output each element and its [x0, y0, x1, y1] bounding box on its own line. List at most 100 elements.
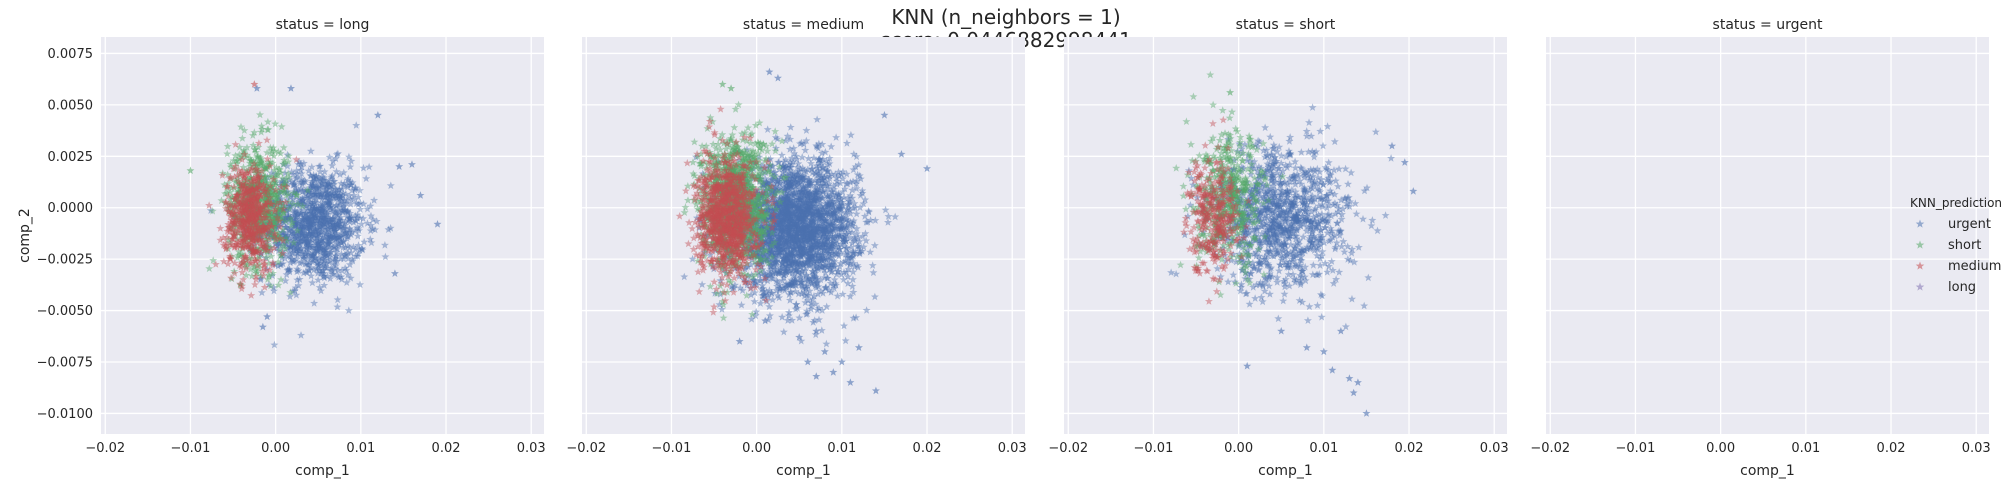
data-point-urgent [771, 133, 780, 141]
data-point-urgent [793, 203, 802, 211]
data-point-urgent [830, 199, 839, 207]
data-point-short [225, 199, 234, 208]
data-point-short [223, 203, 232, 212]
data-point-urgent [783, 255, 792, 264]
data-point-urgent [801, 227, 810, 236]
data-point-urgent [820, 243, 829, 251]
data-point-medium [251, 234, 260, 243]
data-point-urgent [268, 202, 277, 211]
data-point-urgent [832, 215, 840, 224]
data-point-urgent [838, 167, 847, 176]
data-point-urgent [309, 173, 318, 182]
data-point-urgent [775, 194, 784, 202]
data-point-urgent [798, 238, 807, 246]
data-point-urgent [777, 227, 786, 236]
data-point-urgent [798, 188, 807, 197]
data-point-urgent [743, 215, 752, 224]
data-point-urgent [793, 163, 802, 171]
data-point-urgent [710, 214, 719, 223]
data-point-urgent [781, 163, 790, 171]
data-point-urgent [295, 259, 304, 267]
data-point-urgent [285, 267, 294, 276]
data-point-urgent [783, 173, 792, 182]
data-point-urgent [747, 244, 756, 253]
data-point-short [259, 194, 268, 203]
data-point-urgent [269, 200, 278, 209]
data-point-short [263, 193, 272, 201]
data-point-urgent [840, 193, 848, 201]
data-point-medium [226, 255, 235, 263]
data-point-urgent [353, 232, 362, 240]
data-point-short [252, 235, 261, 243]
data-point-urgent [808, 229, 817, 237]
data-point-short [254, 229, 263, 238]
data-point-urgent [792, 229, 801, 237]
data-point-urgent [759, 251, 768, 259]
data-point-urgent [300, 199, 308, 208]
data-point-urgent [770, 222, 779, 231]
data-point-short [258, 209, 267, 217]
data-point-short [254, 222, 263, 230]
data-point-urgent [787, 153, 796, 162]
data-point-urgent [736, 187, 744, 196]
data-point-urgent [862, 236, 871, 245]
data-point-urgent [837, 214, 846, 223]
data-point-urgent [317, 195, 326, 203]
data-point-urgent [320, 248, 329, 256]
data-point-urgent [320, 204, 329, 213]
data-point-medium [251, 280, 259, 289]
data-point-medium [243, 240, 252, 248]
data-point-urgent [797, 206, 806, 215]
data-point-urgent [787, 177, 796, 186]
data-point-urgent [692, 152, 700, 161]
data-point-urgent [293, 251, 302, 259]
data-point-urgent [790, 180, 799, 188]
data-point-urgent [305, 217, 314, 225]
data-point-urgent [814, 144, 823, 152]
data-point-urgent [336, 232, 345, 241]
data-point-urgent [711, 289, 719, 297]
data-point-urgent [783, 132, 792, 140]
data-point-urgent [306, 251, 315, 259]
data-point-urgent [351, 211, 360, 220]
data-point-short [266, 281, 275, 290]
data-point-medium [226, 200, 235, 208]
data-point-urgent [255, 232, 264, 241]
data-point-short [263, 208, 272, 216]
data-point-medium [240, 183, 249, 191]
data-point-urgent [759, 287, 768, 295]
data-point-urgent [769, 237, 778, 245]
data-point-urgent [332, 251, 340, 260]
data-point-short [253, 237, 262, 246]
data-point-urgent [326, 232, 335, 240]
data-point-medium [231, 162, 240, 170]
data-point-medium [218, 171, 227, 179]
data-point-urgent [837, 204, 846, 212]
data-point-urgent [786, 135, 795, 143]
data-point-urgent [807, 242, 816, 251]
data-point-urgent [779, 162, 788, 170]
data-point-urgent [340, 179, 349, 187]
data-point-urgent [316, 167, 325, 176]
data-point-urgent [296, 221, 305, 229]
data-point-urgent [762, 297, 771, 305]
data-point-medium [249, 231, 258, 240]
data-point-urgent [295, 157, 303, 166]
data-point-urgent [294, 160, 303, 168]
data-point-urgent [798, 278, 807, 286]
data-point-urgent [280, 179, 289, 187]
data-point-short [276, 149, 285, 157]
data-point-urgent [804, 178, 813, 186]
data-point-urgent [744, 244, 753, 253]
data-point-urgent [801, 146, 810, 154]
data-point-medium [244, 208, 253, 217]
data-point-urgent [723, 188, 732, 196]
data-point-urgent [812, 226, 820, 234]
data-point-urgent [814, 177, 823, 186]
data-point-urgent [775, 231, 783, 240]
data-point-urgent [823, 198, 831, 207]
data-point-medium [237, 194, 246, 203]
data-point-urgent [315, 177, 323, 186]
data-point-short [273, 170, 282, 178]
data-point-urgent [263, 231, 272, 240]
